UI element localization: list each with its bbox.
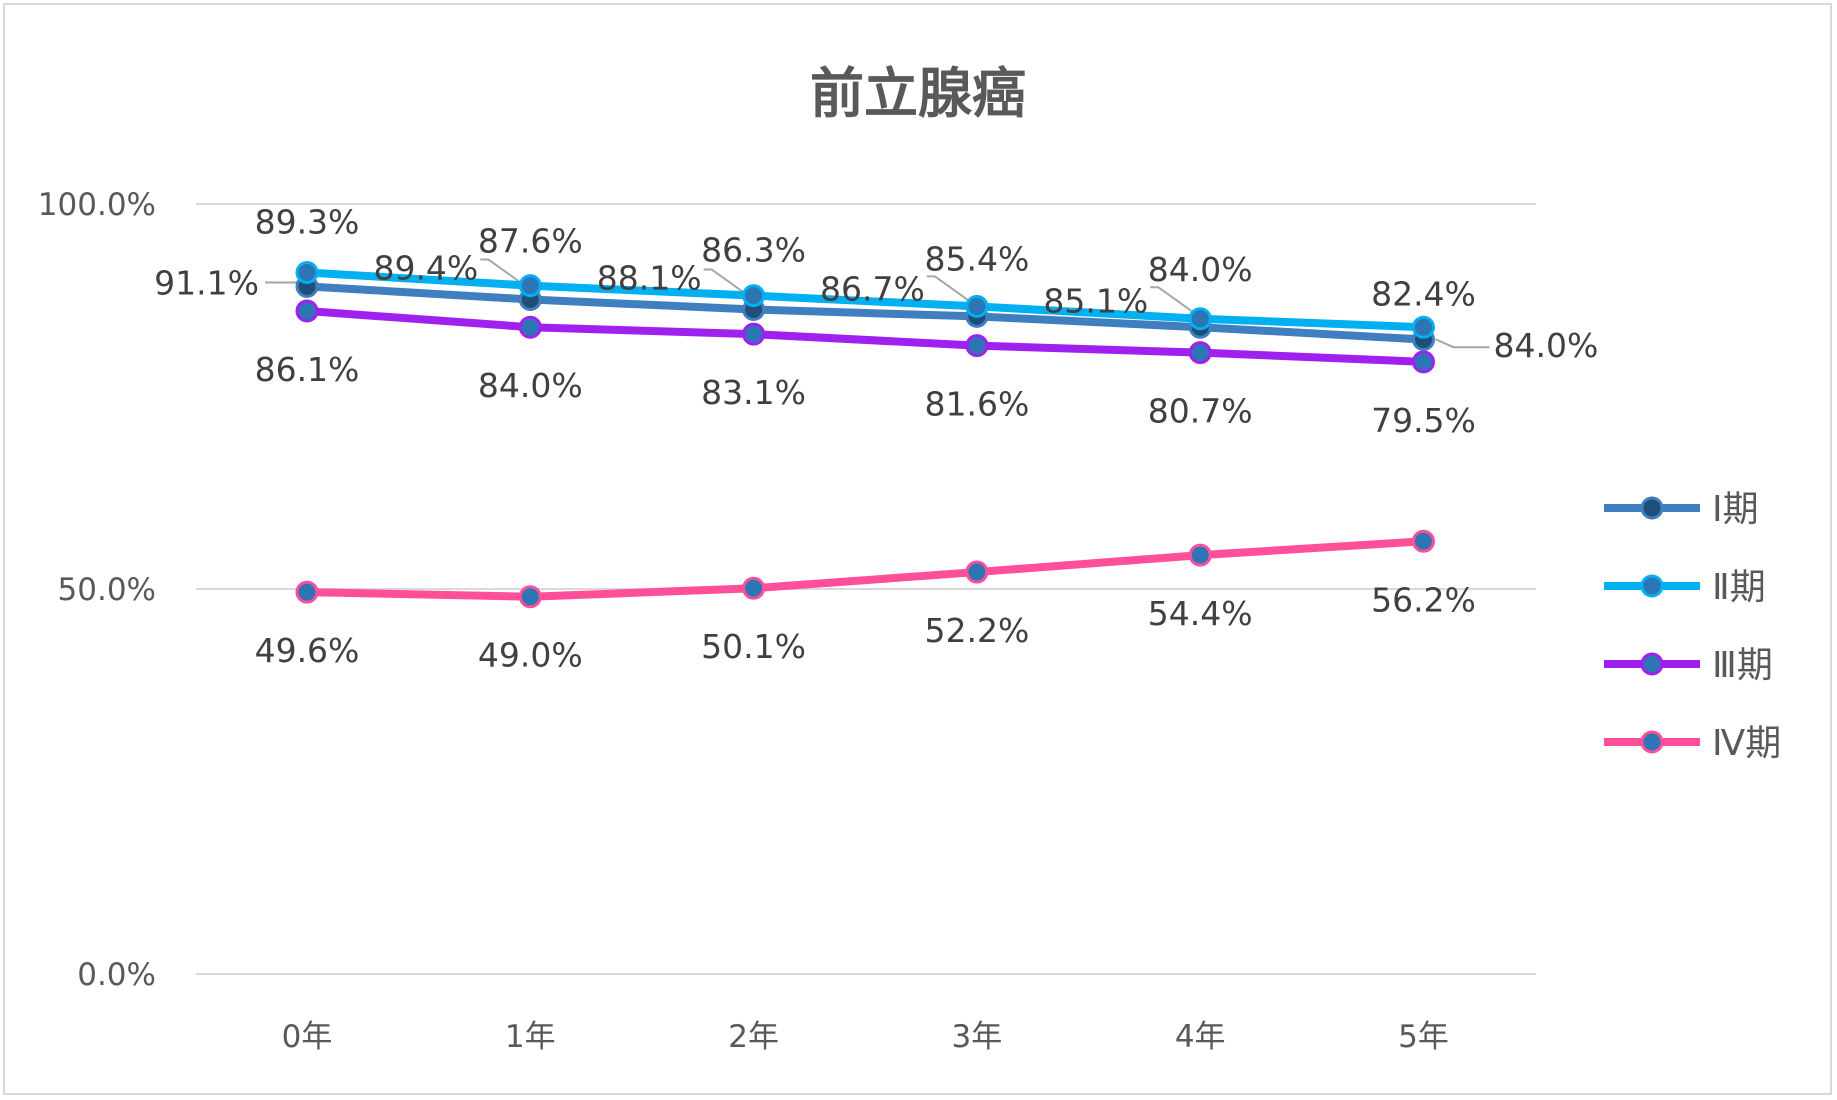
data-point — [742, 576, 766, 600]
data-point — [965, 334, 989, 358]
leader-line — [1435, 338, 1490, 349]
data-label: 52.2% — [924, 611, 1029, 650]
data-label: 54.4% — [1148, 594, 1253, 633]
data-label: 49.0% — [478, 636, 583, 675]
x-tick-label: 4年 — [1175, 1019, 1226, 1055]
data-label: 84.0% — [478, 366, 583, 405]
series-points — [295, 261, 1435, 609]
data-label: 82.4% — [1371, 275, 1476, 314]
data-label: 83.1% — [701, 373, 806, 412]
y-tick-label: 100.0% — [38, 187, 156, 223]
legend-label: Ⅱ期 — [1712, 567, 1766, 608]
leader-line — [703, 268, 755, 301]
data-label: 88.1% — [597, 259, 702, 298]
data-label: 56.2% — [1371, 580, 1476, 619]
data-label: 84.0% — [1148, 250, 1253, 289]
data-point — [742, 284, 766, 308]
data-point — [965, 294, 989, 318]
data-label: 84.0% — [1494, 326, 1599, 365]
legend-marker — [1640, 730, 1664, 754]
data-label: 86.3% — [701, 230, 806, 269]
data-point — [1188, 307, 1212, 331]
x-tick-label: 3年 — [952, 1019, 1003, 1055]
data-point — [1412, 529, 1435, 553]
data-point — [1188, 341, 1212, 365]
gridlines — [196, 203, 1536, 975]
data-point — [295, 580, 319, 604]
x-tick-label: 1年 — [505, 1019, 556, 1055]
data-label: 85.1% — [1043, 282, 1148, 321]
leader-line — [1150, 286, 1201, 319]
series-line — [306, 268, 1424, 332]
series-line — [306, 282, 1424, 344]
chart-title: 前立腺癌 — [810, 62, 1026, 125]
data-label: 91.1% — [154, 264, 259, 303]
x-tick-label: 5年 — [1398, 1019, 1449, 1055]
x-tick-label: 0年 — [282, 1019, 333, 1055]
y-tick-label: 0.0% — [77, 957, 156, 993]
data-point — [742, 322, 766, 346]
legend-marker — [1640, 574, 1664, 598]
data-label: 89.4% — [373, 249, 478, 288]
legend-label: Ⅲ期 — [1712, 645, 1773, 686]
data-point — [295, 299, 319, 323]
legend-marker — [1640, 496, 1664, 520]
data-point — [295, 261, 319, 285]
y-axis-ticks: 0.0% 50.0% 100.0% — [38, 187, 156, 993]
label-leader-lines — [265, 258, 1490, 349]
data-point — [518, 585, 542, 609]
data-label: 50.1% — [701, 627, 806, 666]
data-point — [1412, 315, 1435, 339]
data-point — [965, 560, 989, 584]
data-label: 49.6% — [255, 631, 360, 670]
data-label: 86.7% — [820, 269, 925, 308]
legend-label: Ⅳ期 — [1712, 723, 1781, 764]
legend: Ⅰ期 Ⅱ期 Ⅲ期 Ⅳ期 — [1604, 489, 1781, 764]
data-label: 86.1% — [255, 350, 360, 389]
series-line — [306, 307, 1424, 366]
data-point — [1188, 543, 1212, 567]
chart-frame — [3, 3, 1832, 1095]
data-label: 81.6% — [924, 385, 1029, 424]
data-point — [518, 274, 542, 298]
legend-label: Ⅰ期 — [1712, 489, 1759, 530]
x-tick-label: 2年 — [728, 1019, 779, 1055]
series-line — [306, 537, 1424, 601]
leader-line — [926, 275, 978, 308]
series-lines — [306, 268, 1424, 601]
y-tick-label: 50.0% — [58, 572, 156, 608]
legend-marker — [1640, 652, 1664, 676]
leader-line — [480, 258, 531, 291]
x-axis-ticks: 0年 1年 2年 3年 4年 5年 — [282, 1019, 1449, 1055]
data-point — [1412, 350, 1435, 374]
data-label: 85.4% — [924, 239, 1029, 278]
data-label: 87.6% — [478, 221, 583, 260]
data-point — [518, 315, 542, 339]
data-label: 89.3% — [255, 202, 360, 241]
data-label: 80.7% — [1148, 392, 1253, 431]
data-labels: 89.3% 87.6% 86.3% 85.4% 84.0% 82.4% 91.1% 89.4%… — [154, 202, 1598, 674]
data-label: 79.5% — [1371, 401, 1476, 440]
